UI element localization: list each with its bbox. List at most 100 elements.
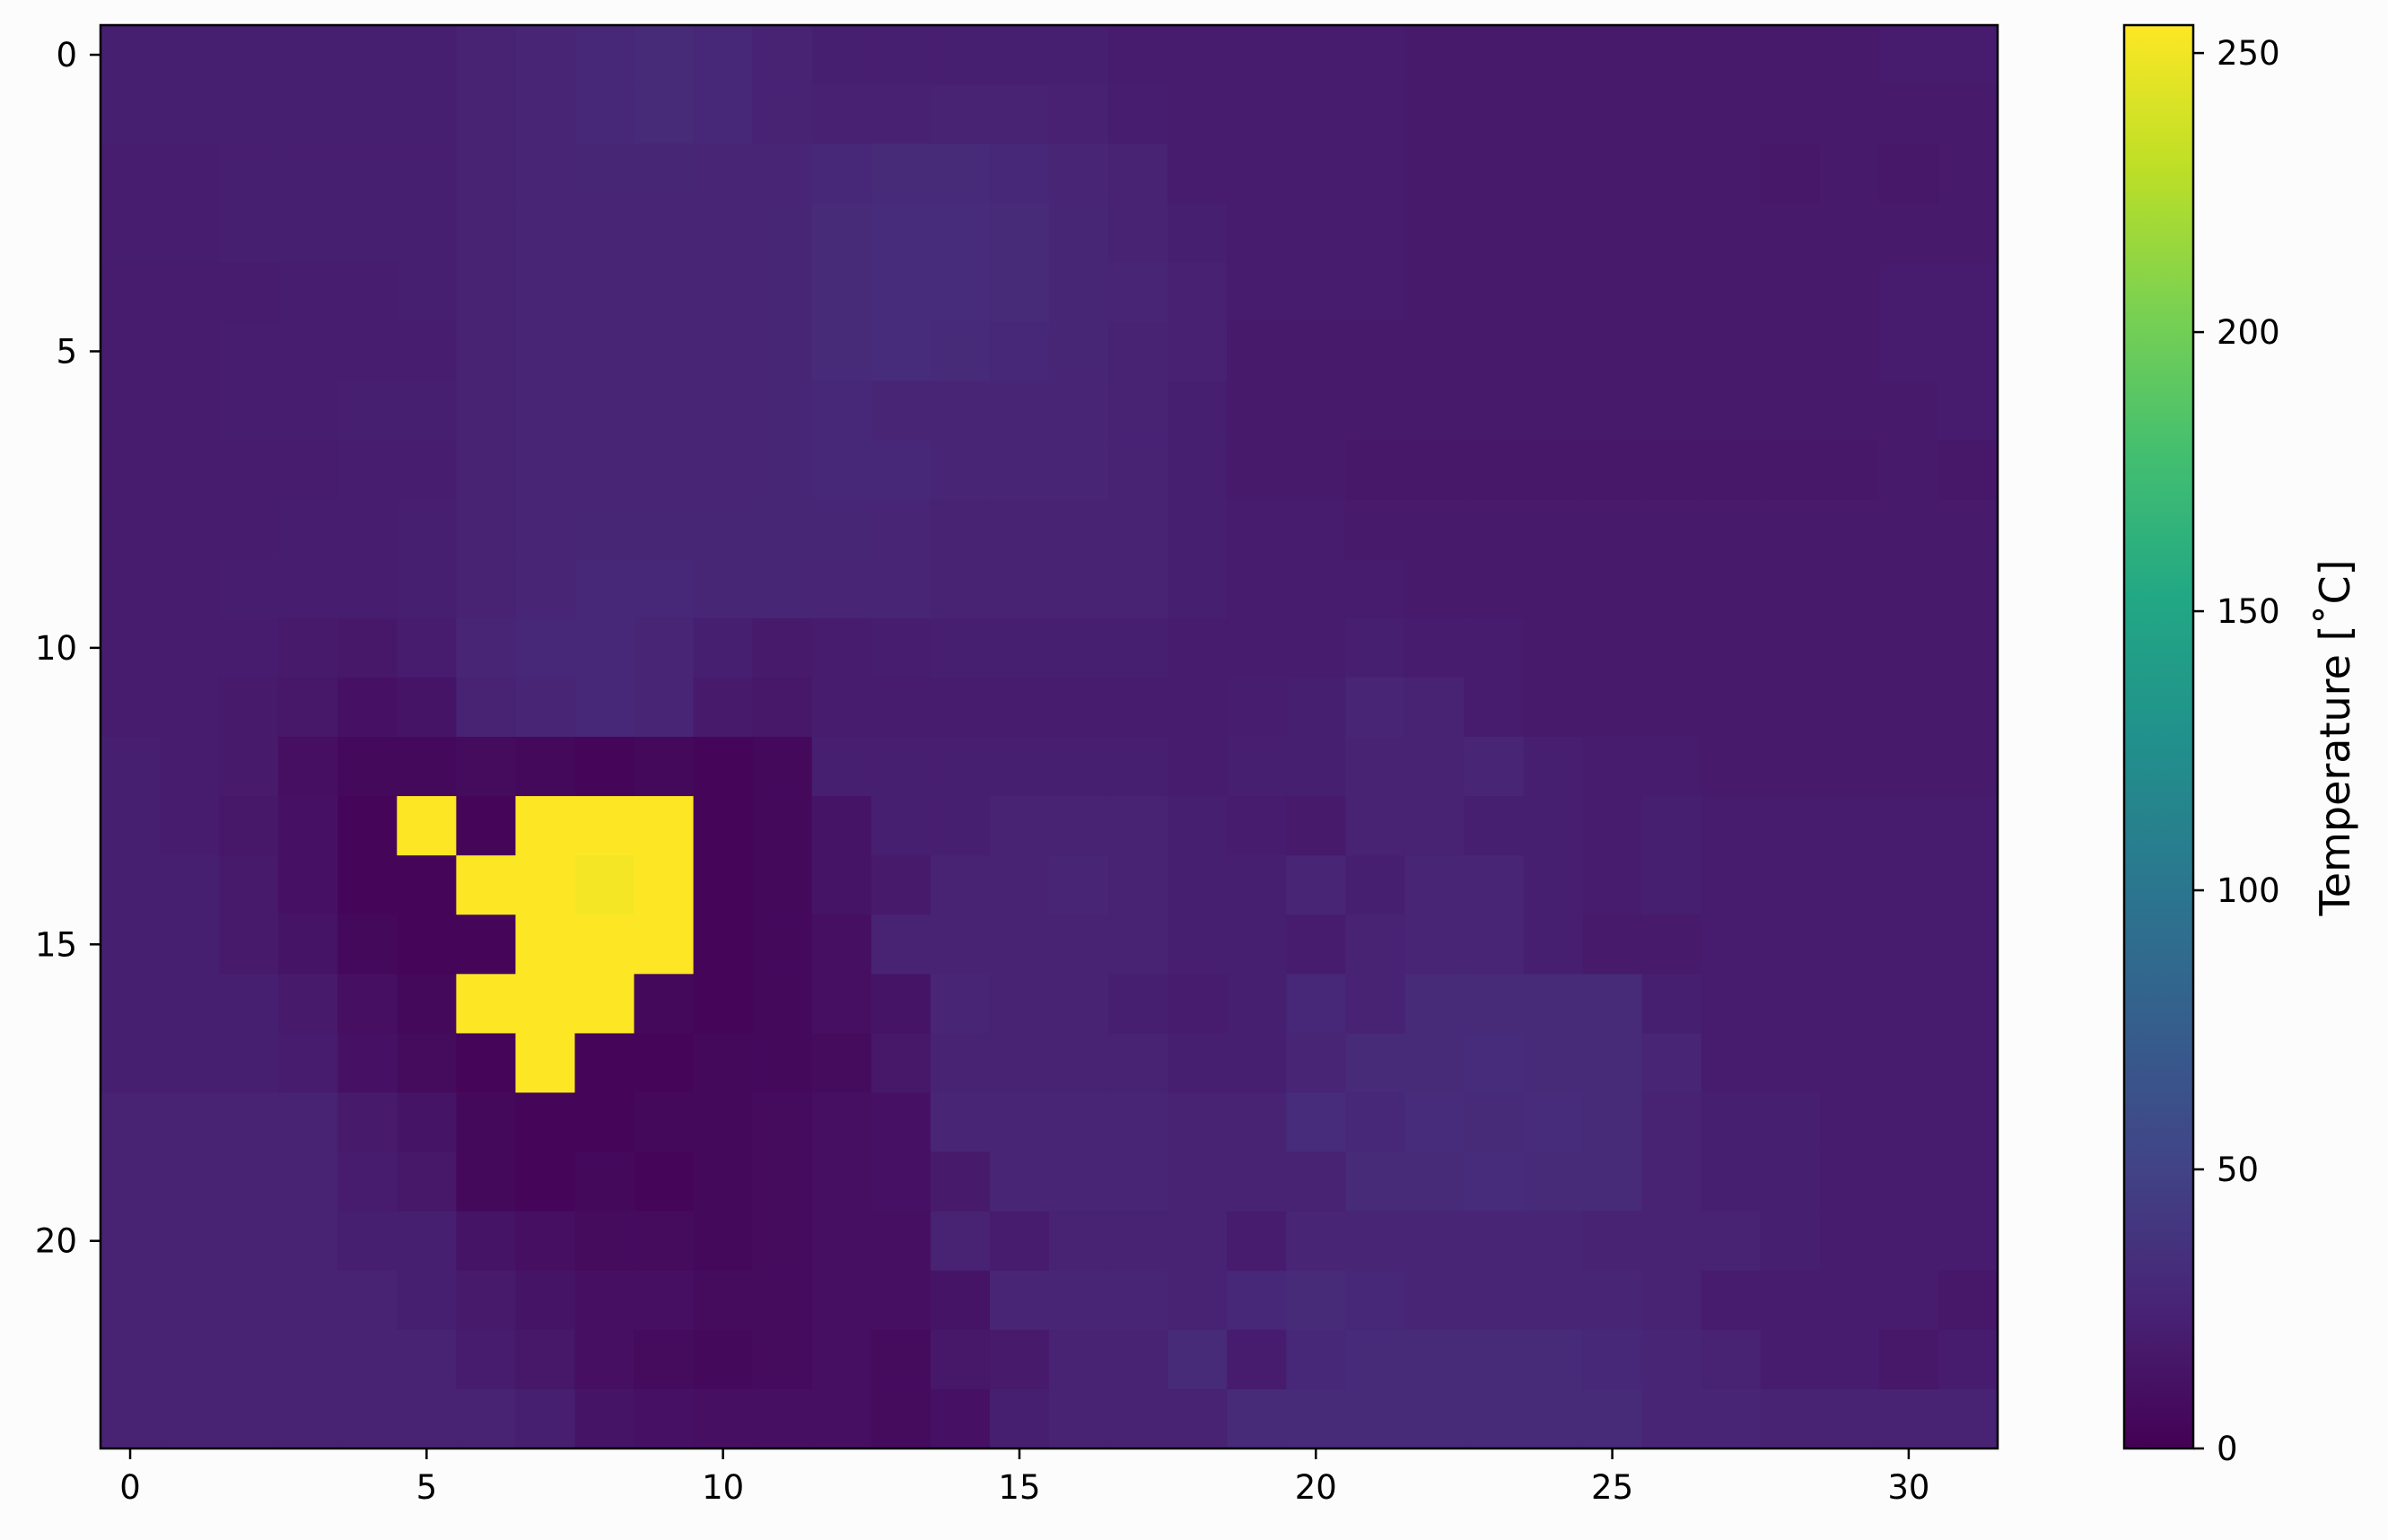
heatmap-cell — [930, 1211, 991, 1272]
heatmap-cell — [870, 440, 932, 501]
heatmap-cell — [634, 1211, 695, 1272]
heatmap-cell — [337, 677, 398, 738]
heatmap-cell — [1168, 974, 1228, 1035]
heatmap-cell — [1049, 25, 1109, 85]
heatmap-cell — [634, 1270, 695, 1331]
heatmap-cell — [1108, 1092, 1168, 1153]
heatmap-cell — [811, 144, 872, 204]
heatmap-cell — [1227, 203, 1287, 263]
heatmap-cell — [219, 617, 279, 678]
heatmap-cell — [634, 1033, 695, 1094]
heatmap-cell — [1641, 558, 1702, 619]
heatmap-cell — [160, 144, 220, 204]
heatmap-cell — [693, 499, 754, 560]
heatmap-cell — [1404, 1033, 1465, 1094]
heatmap-cell — [693, 84, 754, 144]
heatmap-cell — [1286, 25, 1346, 85]
heatmap-cell — [1938, 914, 1999, 975]
heatmap-cell — [1523, 617, 1584, 678]
heatmap-cell — [1286, 974, 1346, 1035]
heatmap-cell — [1227, 1151, 1287, 1212]
heatmap-cell — [101, 440, 161, 501]
heatmap-cell — [160, 262, 220, 323]
heatmap-cell — [515, 499, 576, 560]
heatmap-cell — [1108, 25, 1168, 85]
heatmap-cell — [989, 84, 1050, 144]
heatmap-cell — [397, 974, 457, 1035]
heatmap-cell — [693, 1092, 754, 1153]
heatmap-cell — [515, 737, 576, 797]
heatmap-cell — [1760, 1033, 1821, 1094]
heatmap-cell — [811, 440, 872, 501]
heatmap-cell — [1641, 617, 1702, 678]
heatmap-cell — [1168, 1329, 1228, 1390]
heatmap-cell — [1168, 1092, 1228, 1153]
heatmap-cell — [1582, 25, 1643, 85]
heatmap-cell — [1227, 144, 1287, 204]
heatmap-cell — [278, 677, 338, 738]
heatmap-cell — [1819, 440, 1880, 501]
heatmap-cell — [574, 1388, 635, 1449]
heatmap-cell — [1641, 499, 1702, 560]
heatmap-cell — [1464, 914, 1525, 975]
heatmap-cell — [1641, 1388, 1702, 1449]
heatmap-cell — [278, 144, 338, 204]
heatmap-cell — [1938, 262, 1999, 323]
colorbar: 0 50 100 150 200 250 Temperature [˚C] — [2122, 23, 2359, 1468]
heatmap-cell — [1641, 1329, 1702, 1390]
heatmap-cell — [1523, 84, 1584, 144]
x-tick-label: 10 — [702, 1468, 744, 1507]
heatmap-cell — [1938, 84, 1999, 144]
heatmap-cell — [1938, 1092, 1999, 1153]
heatmap-cell — [1523, 25, 1584, 85]
heatmap-cell — [1878, 1270, 1939, 1331]
x-tick-label: 20 — [1295, 1468, 1337, 1507]
heatmap-cell — [1345, 974, 1405, 1035]
heatmap-cell — [101, 617, 161, 678]
heatmap-cell — [1760, 974, 1821, 1035]
heatmap-cell — [1701, 974, 1762, 1035]
heatmap-cell — [278, 1092, 338, 1153]
x-tick-label: 5 — [416, 1468, 438, 1507]
heatmap-cell — [634, 1329, 695, 1390]
heatmap-cell — [1464, 974, 1525, 1035]
heatmap-cell — [1049, 381, 1109, 442]
heatmap-cell — [337, 914, 398, 975]
heatmap-cell — [1701, 677, 1762, 738]
heatmap-cell — [397, 677, 457, 738]
heatmap-cell — [930, 321, 991, 382]
heatmap-cell — [574, 321, 635, 382]
heatmap-cell — [337, 1270, 398, 1331]
heatmap-cell — [1108, 1033, 1168, 1094]
heatmap-cell — [811, 499, 872, 560]
heatmap-cell — [278, 203, 338, 263]
heatmap-cell — [989, 1329, 1050, 1390]
heatmap-cell — [1286, 677, 1346, 738]
heatmap-cell — [1878, 499, 1939, 560]
heatmap-cell — [1701, 796, 1762, 856]
heatmap-cell — [989, 974, 1050, 1035]
heatmap-cell — [752, 1270, 813, 1331]
heatmap-cell — [219, 144, 279, 204]
heatmap-cell — [1938, 1388, 1999, 1449]
heatmap-cell — [160, 84, 220, 144]
heatmap-cell — [1641, 737, 1702, 797]
heatmap-cell — [870, 1270, 932, 1331]
heatmap-cell — [219, 1270, 279, 1331]
heatmap-cell — [1227, 84, 1287, 144]
heatmap-cell — [693, 440, 754, 501]
heatmap-cell — [1464, 737, 1525, 797]
heatmap-cell — [515, 381, 576, 442]
heatmap-cell — [1286, 1092, 1346, 1153]
heatmap-cell — [1701, 1270, 1762, 1331]
heatmap-cell — [1582, 203, 1643, 263]
heatmap-cell — [1760, 25, 1821, 85]
plot-frame — [99, 23, 1999, 1450]
heatmap-cell — [752, 914, 813, 975]
heatmap-cell — [693, 25, 754, 85]
heatmap-cell — [752, 1092, 813, 1153]
heatmap-cell — [1701, 1211, 1762, 1272]
heatmap-cell — [1641, 1270, 1702, 1331]
heatmap-cell — [456, 499, 517, 560]
heatmap-cell — [1523, 737, 1584, 797]
